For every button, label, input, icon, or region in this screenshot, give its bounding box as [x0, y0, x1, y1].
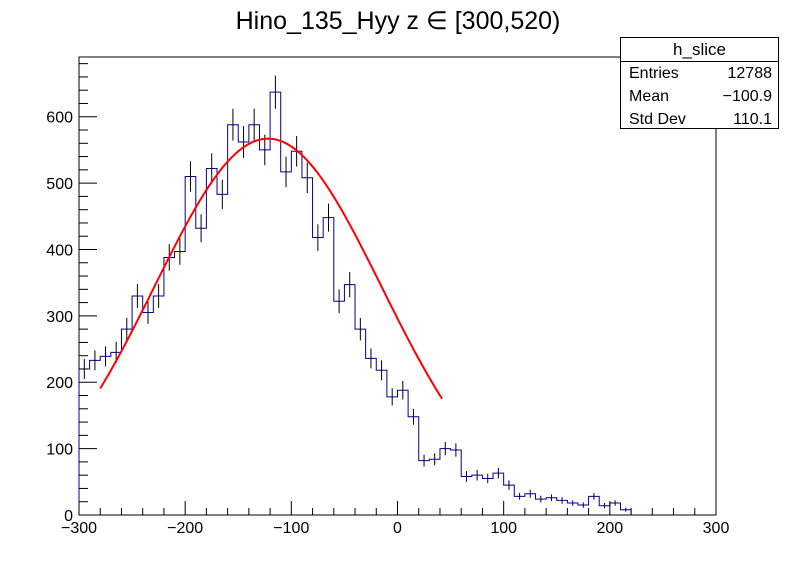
- y-tick-label: 400: [46, 242, 73, 259]
- chart-title: Hino_135_Hyy z ∈ [300,520): [235, 7, 561, 35]
- stats-label-stddev: Std Dev: [629, 111, 686, 128]
- x-tick-label: −300: [61, 520, 97, 537]
- fit-curve-line: [99, 137, 443, 400]
- x-tick-label: 100: [490, 520, 517, 537]
- y-tick-label: 0: [64, 508, 73, 525]
- stats-value-mean: −100.9: [722, 88, 772, 105]
- stats-label-mean: Mean: [629, 88, 670, 105]
- x-tick-label: −200: [167, 520, 203, 537]
- stats-row-mean: Mean −100.9: [621, 85, 778, 108]
- stats-row-entries: Entries 12788: [621, 62, 778, 85]
- y-tick-label: 300: [46, 309, 73, 326]
- stats-box: h_slice Entries 12788 Mean −100.9 Std De…: [620, 37, 779, 129]
- stats-value-entries: 12788: [727, 65, 773, 82]
- y-tick-label: 200: [46, 375, 73, 392]
- x-tick-label: 300: [703, 520, 730, 537]
- x-tick-label: −100: [273, 520, 309, 537]
- stats-box-title: h_slice: [621, 38, 778, 62]
- y-tick-label: 600: [46, 110, 73, 127]
- x-tick-label: 200: [596, 520, 623, 537]
- histogram-series-line: [78, 91, 632, 515]
- x-tick-label: 0: [393, 520, 402, 537]
- y-tick-label: 100: [46, 442, 73, 459]
- stats-row-stddev: Std Dev 110.1: [621, 108, 778, 131]
- y-tick-label: 500: [46, 176, 73, 193]
- stats-label-entries: Entries: [629, 65, 679, 82]
- stats-value-stddev: 110.1: [733, 111, 772, 128]
